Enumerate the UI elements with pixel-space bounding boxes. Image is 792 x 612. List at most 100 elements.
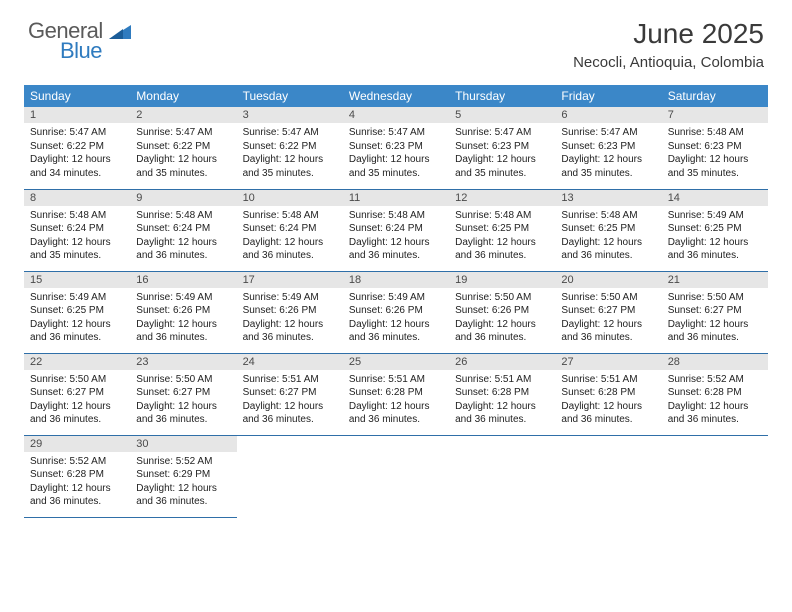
daylight-line: Daylight: 12 hours and 36 minutes. xyxy=(136,318,230,345)
sunset-line: Sunset: 6:27 PM xyxy=(30,386,124,400)
daylight-line: Daylight: 12 hours and 35 minutes. xyxy=(561,153,655,180)
day-number: 12 xyxy=(449,190,555,206)
day-number: 6 xyxy=(555,107,661,123)
day-content: Sunrise: 5:48 AMSunset: 6:24 PMDaylight:… xyxy=(130,206,236,267)
day-content: Sunrise: 5:48 AMSunset: 6:24 PMDaylight:… xyxy=(24,206,130,267)
sunset-line: Sunset: 6:23 PM xyxy=(561,140,655,154)
day-content: Sunrise: 5:51 AMSunset: 6:28 PMDaylight:… xyxy=(449,370,555,431)
sunrise-line: Sunrise: 5:47 AM xyxy=(243,126,337,140)
sunrise-line: Sunrise: 5:51 AM xyxy=(349,373,443,387)
sunrise-line: Sunrise: 5:47 AM xyxy=(561,126,655,140)
day-number: 29 xyxy=(24,436,130,452)
sunset-line: Sunset: 6:22 PM xyxy=(136,140,230,154)
daylight-line: Daylight: 12 hours and 36 minutes. xyxy=(561,236,655,263)
day-cell: 7Sunrise: 5:48 AMSunset: 6:23 PMDaylight… xyxy=(662,107,768,189)
day-cell: 13Sunrise: 5:48 AMSunset: 6:25 PMDayligh… xyxy=(555,189,661,271)
day-number: 17 xyxy=(237,272,343,288)
sunrise-line: Sunrise: 5:50 AM xyxy=(668,291,762,305)
day-number: 27 xyxy=(555,354,661,370)
day-cell: 28Sunrise: 5:52 AMSunset: 6:28 PMDayligh… xyxy=(662,353,768,435)
day-number: 11 xyxy=(343,190,449,206)
sunrise-line: Sunrise: 5:48 AM xyxy=(561,209,655,223)
day-header: Wednesday xyxy=(343,85,449,107)
sunset-line: Sunset: 6:24 PM xyxy=(30,222,124,236)
daylight-line: Daylight: 12 hours and 36 minutes. xyxy=(455,236,549,263)
title-block: June 2025 Necocli, Antioquia, Colombia xyxy=(573,18,764,71)
sunrise-line: Sunrise: 5:48 AM xyxy=(243,209,337,223)
day-cell: 21Sunrise: 5:50 AMSunset: 6:27 PMDayligh… xyxy=(662,271,768,353)
day-cell xyxy=(237,435,343,517)
day-cell: 15Sunrise: 5:49 AMSunset: 6:25 PMDayligh… xyxy=(24,271,130,353)
day-cell: 25Sunrise: 5:51 AMSunset: 6:28 PMDayligh… xyxy=(343,353,449,435)
day-header: Sunday xyxy=(24,85,130,107)
daylight-line: Daylight: 12 hours and 36 minutes. xyxy=(243,318,337,345)
day-cell: 3Sunrise: 5:47 AMSunset: 6:22 PMDaylight… xyxy=(237,107,343,189)
sunrise-line: Sunrise: 5:49 AM xyxy=(349,291,443,305)
daylight-line: Daylight: 12 hours and 35 minutes. xyxy=(455,153,549,180)
day-cell xyxy=(343,435,449,517)
sunrise-line: Sunrise: 5:52 AM xyxy=(136,455,230,469)
day-number: 25 xyxy=(343,354,449,370)
calendar-body: 1Sunrise: 5:47 AMSunset: 6:22 PMDaylight… xyxy=(24,107,768,517)
day-number: 26 xyxy=(449,354,555,370)
day-content: Sunrise: 5:50 AMSunset: 6:27 PMDaylight:… xyxy=(130,370,236,431)
day-cell: 18Sunrise: 5:49 AMSunset: 6:26 PMDayligh… xyxy=(343,271,449,353)
day-content: Sunrise: 5:50 AMSunset: 6:27 PMDaylight:… xyxy=(24,370,130,431)
daylight-line: Daylight: 12 hours and 36 minutes. xyxy=(561,318,655,345)
week-row: 8Sunrise: 5:48 AMSunset: 6:24 PMDaylight… xyxy=(24,189,768,271)
day-content: Sunrise: 5:49 AMSunset: 6:26 PMDaylight:… xyxy=(343,288,449,349)
day-header-row: Sunday Monday Tuesday Wednesday Thursday… xyxy=(24,85,768,107)
day-content: Sunrise: 5:51 AMSunset: 6:27 PMDaylight:… xyxy=(237,370,343,431)
sunrise-line: Sunrise: 5:52 AM xyxy=(668,373,762,387)
day-number: 15 xyxy=(24,272,130,288)
daylight-line: Daylight: 12 hours and 36 minutes. xyxy=(668,400,762,427)
day-cell: 11Sunrise: 5:48 AMSunset: 6:24 PMDayligh… xyxy=(343,189,449,271)
sunset-line: Sunset: 6:26 PM xyxy=(349,304,443,318)
sunset-line: Sunset: 6:28 PM xyxy=(455,386,549,400)
day-content: Sunrise: 5:48 AMSunset: 6:24 PMDaylight:… xyxy=(237,206,343,267)
sunset-line: Sunset: 6:28 PM xyxy=(30,468,124,482)
day-content: Sunrise: 5:47 AMSunset: 6:23 PMDaylight:… xyxy=(555,123,661,184)
day-content: Sunrise: 5:52 AMSunset: 6:29 PMDaylight:… xyxy=(130,452,236,513)
day-cell: 8Sunrise: 5:48 AMSunset: 6:24 PMDaylight… xyxy=(24,189,130,271)
day-number: 23 xyxy=(130,354,236,370)
day-cell: 10Sunrise: 5:48 AMSunset: 6:24 PMDayligh… xyxy=(237,189,343,271)
sunset-line: Sunset: 6:25 PM xyxy=(30,304,124,318)
sunrise-line: Sunrise: 5:48 AM xyxy=(668,126,762,140)
day-cell: 19Sunrise: 5:50 AMSunset: 6:26 PMDayligh… xyxy=(449,271,555,353)
day-content: Sunrise: 5:47 AMSunset: 6:23 PMDaylight:… xyxy=(343,123,449,184)
sunrise-line: Sunrise: 5:47 AM xyxy=(136,126,230,140)
daylight-line: Daylight: 12 hours and 35 minutes. xyxy=(30,236,124,263)
sunrise-line: Sunrise: 5:51 AM xyxy=(561,373,655,387)
day-cell: 29Sunrise: 5:52 AMSunset: 6:28 PMDayligh… xyxy=(24,435,130,517)
day-content: Sunrise: 5:48 AMSunset: 6:24 PMDaylight:… xyxy=(343,206,449,267)
day-content: Sunrise: 5:48 AMSunset: 6:25 PMDaylight:… xyxy=(449,206,555,267)
day-content: Sunrise: 5:49 AMSunset: 6:26 PMDaylight:… xyxy=(130,288,236,349)
week-row: 22Sunrise: 5:50 AMSunset: 6:27 PMDayligh… xyxy=(24,353,768,435)
daylight-line: Daylight: 12 hours and 35 minutes. xyxy=(349,153,443,180)
day-content: Sunrise: 5:52 AMSunset: 6:28 PMDaylight:… xyxy=(662,370,768,431)
daylight-line: Daylight: 12 hours and 36 minutes. xyxy=(668,236,762,263)
sunset-line: Sunset: 6:27 PM xyxy=(136,386,230,400)
day-cell: 6Sunrise: 5:47 AMSunset: 6:23 PMDaylight… xyxy=(555,107,661,189)
logo: General Blue xyxy=(28,18,131,64)
day-content: Sunrise: 5:51 AMSunset: 6:28 PMDaylight:… xyxy=(343,370,449,431)
day-number: 18 xyxy=(343,272,449,288)
day-cell xyxy=(555,435,661,517)
day-header: Thursday xyxy=(449,85,555,107)
day-cell: 20Sunrise: 5:50 AMSunset: 6:27 PMDayligh… xyxy=(555,271,661,353)
day-header: Friday xyxy=(555,85,661,107)
day-header: Tuesday xyxy=(237,85,343,107)
logo-text-block: General Blue xyxy=(28,18,131,64)
sunset-line: Sunset: 6:25 PM xyxy=(668,222,762,236)
daylight-line: Daylight: 12 hours and 36 minutes. xyxy=(349,400,443,427)
location-text: Necocli, Antioquia, Colombia xyxy=(573,54,764,71)
sunset-line: Sunset: 6:26 PM xyxy=(136,304,230,318)
week-row: 29Sunrise: 5:52 AMSunset: 6:28 PMDayligh… xyxy=(24,435,768,517)
day-content: Sunrise: 5:47 AMSunset: 6:22 PMDaylight:… xyxy=(130,123,236,184)
day-number: 21 xyxy=(662,272,768,288)
day-number: 22 xyxy=(24,354,130,370)
sunrise-line: Sunrise: 5:49 AM xyxy=(668,209,762,223)
day-number: 9 xyxy=(130,190,236,206)
calendar-table: Sunday Monday Tuesday Wednesday Thursday… xyxy=(24,85,768,518)
